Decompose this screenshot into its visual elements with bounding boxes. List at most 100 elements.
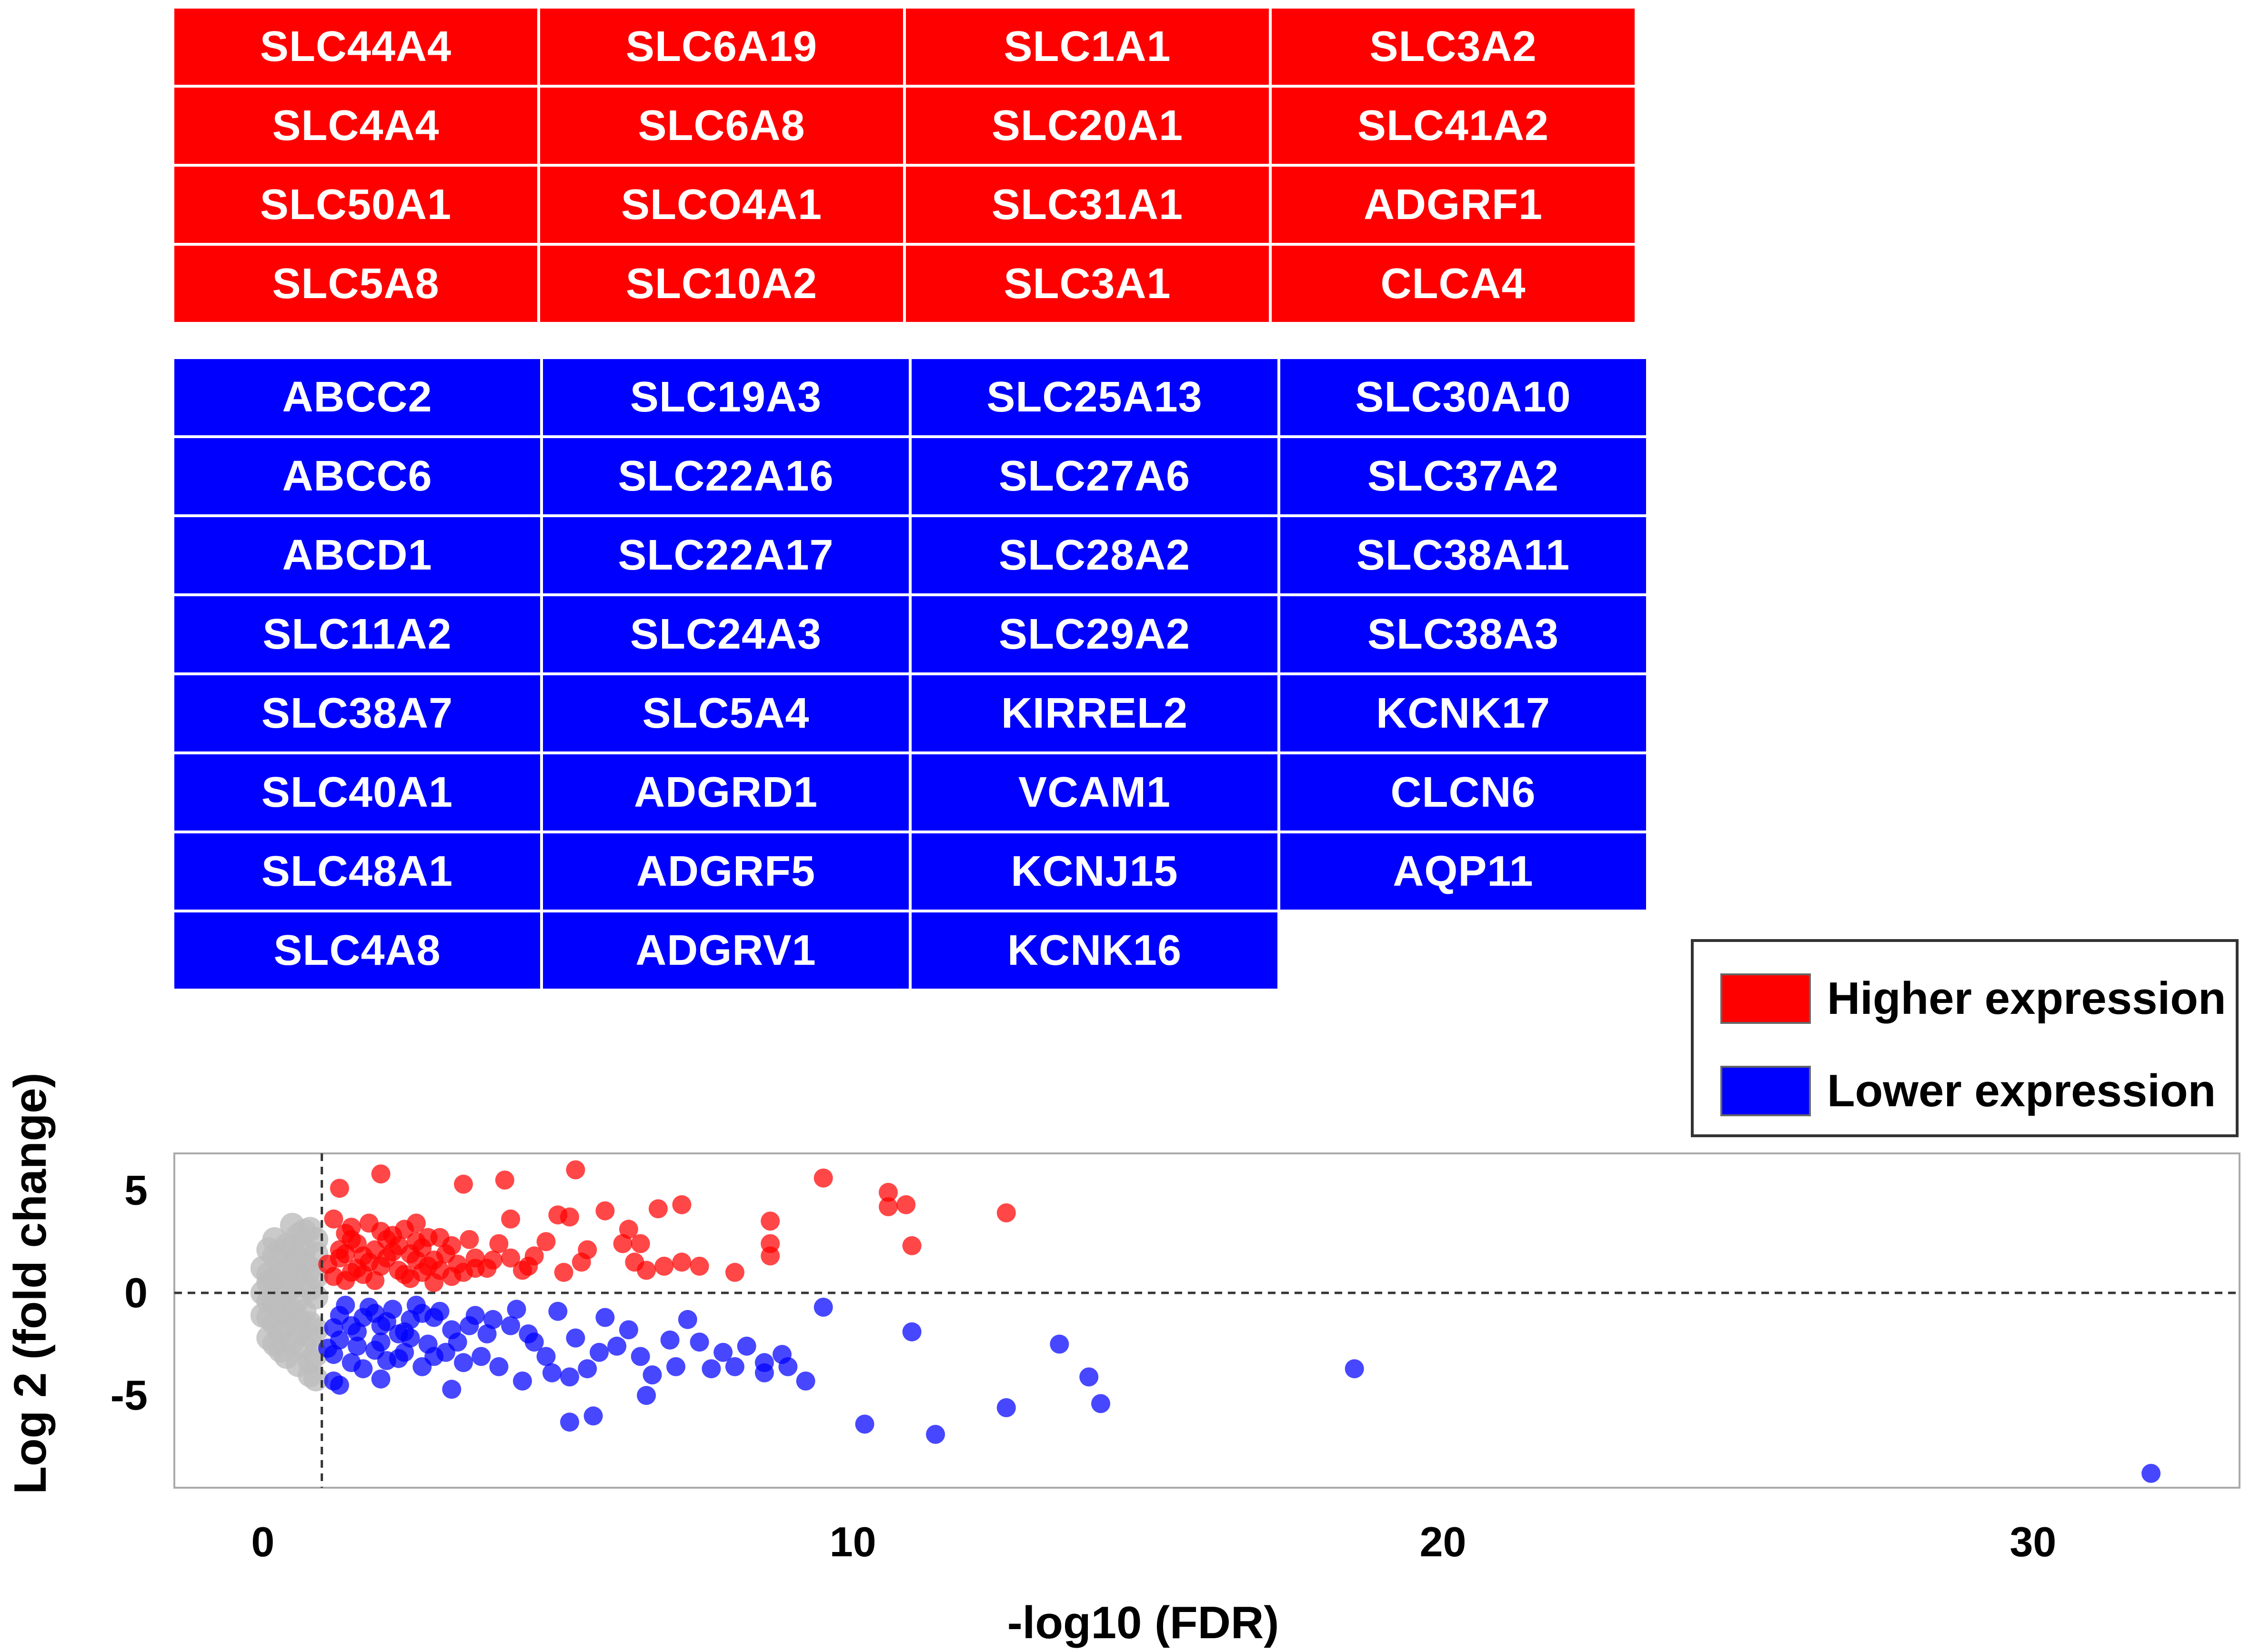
- gene-cell: CLCA4: [1272, 246, 1635, 322]
- data-point: [383, 1300, 402, 1319]
- data-point: [256, 1289, 281, 1314]
- data-point: [672, 1252, 692, 1272]
- gene-cell: AQP11: [1280, 833, 1646, 910]
- data-point: [501, 1316, 521, 1335]
- gene-cell: SLC5A4: [543, 675, 909, 751]
- data-point: [595, 1201, 615, 1221]
- data-point: [631, 1234, 650, 1253]
- gene-cell: SLC28A2: [912, 517, 1277, 593]
- data-point: [590, 1342, 609, 1362]
- data-point: [465, 1259, 485, 1278]
- gene-cell: SLC31A1: [906, 167, 1269, 243]
- gene-cell: KIRREL2: [912, 675, 1277, 751]
- data-point: [412, 1262, 432, 1282]
- data-point: [613, 1234, 633, 1253]
- data-point: [406, 1232, 426, 1252]
- gene-cell: ABCC6: [174, 438, 540, 514]
- data-point: [424, 1347, 444, 1366]
- x-axis-ticks: 0 10 20 30: [251, 1518, 2056, 1565]
- y-axis-ticks: 5 0 -5: [110, 1167, 148, 1419]
- data-point: [902, 1322, 922, 1342]
- data-point: [348, 1322, 367, 1342]
- data-point: [395, 1265, 414, 1284]
- data-point: [725, 1357, 744, 1376]
- data-point: [566, 1160, 585, 1180]
- gene-cell: VCAM1: [912, 754, 1277, 831]
- data-point: [536, 1347, 556, 1366]
- gene-cell: SLC20A1: [906, 88, 1269, 164]
- points-higher-expression: [318, 1160, 1016, 1292]
- gene-cell: CLCN6: [1280, 754, 1646, 831]
- gene-cell: SLC19A3: [543, 359, 909, 435]
- data-point: [778, 1357, 798, 1376]
- data-point: [654, 1256, 674, 1276]
- data-point: [690, 1332, 709, 1352]
- data-point: [286, 1322, 311, 1346]
- gene-cell: SLCO4A1: [540, 167, 903, 243]
- data-point: [330, 1375, 349, 1395]
- data-point: [454, 1174, 473, 1194]
- data-point: [395, 1342, 414, 1362]
- gene-cell: SLC40A1: [174, 754, 540, 831]
- gene-cell: SLC5A8: [174, 246, 537, 322]
- data-point: [814, 1168, 833, 1188]
- gene-cell: ABCD1: [174, 517, 540, 593]
- data-point: [430, 1228, 450, 1247]
- data-point: [477, 1324, 497, 1343]
- data-point: [996, 1203, 1016, 1222]
- data-point: [297, 1348, 322, 1373]
- data-point: [725, 1262, 744, 1282]
- gene-cell: SLC30A10: [1280, 359, 1646, 435]
- data-point: [371, 1332, 391, 1352]
- data-point: [542, 1363, 562, 1382]
- data-point: [879, 1182, 898, 1202]
- legend-label-lower: Lower expression: [1827, 1065, 2216, 1116]
- data-point: [1050, 1334, 1069, 1354]
- y-tick-label: -5: [110, 1372, 148, 1419]
- gene-cell: SLC3A1: [906, 246, 1269, 322]
- data-point: [256, 1262, 281, 1287]
- data-point: [371, 1164, 391, 1184]
- data-point: [342, 1353, 361, 1372]
- data-point: [406, 1213, 426, 1233]
- legend: Higher expression Lower expression: [1691, 939, 2239, 1137]
- data-point: [495, 1171, 514, 1190]
- data-point: [702, 1359, 721, 1379]
- data-point: [554, 1262, 573, 1282]
- gene-cell: SLC4A8: [174, 912, 540, 989]
- data-point: [377, 1351, 396, 1370]
- x-tick-label: 20: [1420, 1518, 1467, 1565]
- data-point: [560, 1367, 579, 1387]
- legend-label-higher: Higher expression: [1827, 973, 2226, 1024]
- data-point: [814, 1298, 833, 1317]
- data-point: [371, 1316, 391, 1335]
- points-not-significant: [250, 1212, 329, 1392]
- data-point: [879, 1197, 898, 1216]
- gene-cell: SLC24A3: [543, 596, 909, 672]
- gene-cell: KCNK17: [1280, 675, 1646, 751]
- gene-cell: SLC38A7: [174, 675, 540, 751]
- gene-cell: ABCC2: [174, 359, 540, 435]
- data-point: [902, 1236, 922, 1255]
- gene-cell: SLC22A17: [543, 517, 909, 593]
- data-point: [1079, 1367, 1099, 1387]
- data-point: [342, 1230, 361, 1249]
- x-tick-label: 10: [830, 1518, 876, 1565]
- gene-cell: SLC29A2: [912, 596, 1277, 672]
- data-point: [631, 1347, 650, 1366]
- data-point: [430, 1302, 450, 1321]
- data-point: [619, 1220, 638, 1239]
- gene-cell: KCNJ15: [912, 833, 1277, 910]
- gene-cell: ADGRD1: [543, 754, 909, 831]
- data-point: [442, 1380, 462, 1399]
- data-point: [648, 1199, 668, 1219]
- data-point: [472, 1347, 491, 1366]
- data-point: [761, 1246, 780, 1266]
- data-point: [855, 1414, 874, 1434]
- data-point: [324, 1318, 343, 1338]
- data-point: [448, 1332, 467, 1352]
- data-point: [483, 1310, 502, 1329]
- data-point: [353, 1265, 373, 1284]
- data-point: [286, 1245, 311, 1271]
